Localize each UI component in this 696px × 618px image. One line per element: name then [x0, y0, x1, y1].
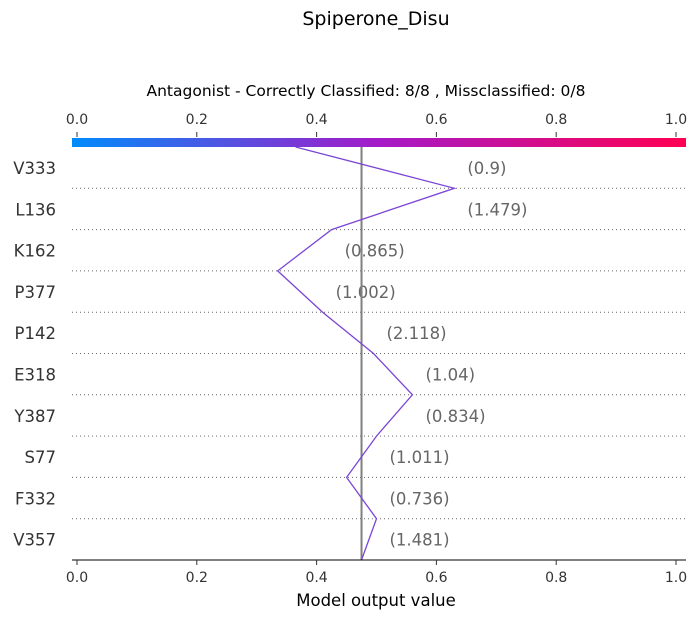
- value-labels: (0.9) (1.479) (0.865) (1.002) (2.118) (1.04) (…: [336, 159, 528, 550]
- top-tick-label: 0.0: [66, 112, 88, 128]
- feature-value-label: (1.479): [467, 200, 527, 219]
- x-tick-label: 0.4: [305, 570, 327, 586]
- feature-value-label: (0.736): [390, 489, 450, 508]
- top-tick-label: 0.2: [186, 112, 208, 128]
- feature-name: L136: [15, 200, 56, 219]
- feature-value-label: (1.002): [336, 283, 396, 302]
- feature-value-label: (2.118): [387, 324, 447, 343]
- feature-value-label: (0.865): [345, 242, 405, 261]
- top-tick-label: 0.4: [305, 112, 327, 128]
- x-tick-label: 0.2: [186, 570, 208, 586]
- feature-name: Y387: [13, 407, 56, 426]
- colorbar: [72, 138, 686, 147]
- feature-name: V333: [13, 159, 56, 178]
- x-tick-label: 0.8: [545, 570, 567, 586]
- feature-value-label: (1.011): [390, 448, 450, 467]
- feature-name: E318: [14, 366, 56, 385]
- feature-value-label: (1.481): [390, 531, 450, 550]
- feature-name: S77: [25, 448, 56, 467]
- chart-title: Spiperone_Disu: [302, 8, 449, 30]
- top-tick-label: 0.6: [425, 112, 447, 128]
- decision-path-line: [276, 146, 457, 561]
- feature-labels: V333 L136 K162 P377 P142 E318 Y387 S77 F332 V357: [13, 159, 56, 550]
- row-gridlines: [72, 187, 686, 520]
- feature-value-label: (1.04): [425, 366, 475, 385]
- feature-name: V357: [13, 531, 56, 550]
- feature-name: K162: [14, 242, 56, 261]
- top-tick-label: 1.0: [665, 112, 687, 128]
- feature-name: F332: [15, 489, 56, 508]
- x-tick-label: 0.0: [66, 570, 88, 586]
- feature-value-label: (0.834): [425, 407, 485, 426]
- feature-name: P142: [15, 324, 56, 343]
- x-axis: 0.0 0.2 0.4 0.6 0.8 1.0: [66, 560, 687, 586]
- top-tick-label: 0.8: [545, 112, 567, 128]
- feature-value-label: (0.9): [467, 159, 506, 178]
- feature-name: P377: [15, 283, 56, 302]
- x-tick-label: 0.6: [425, 570, 447, 586]
- top-axis: 0.0 0.2 0.4 0.6 0.8 1.0: [66, 112, 687, 137]
- chart-subtitle: Antagonist - Correctly Classified: 8/8 ,…: [147, 82, 586, 100]
- x-axis-label: Model output value: [296, 591, 456, 610]
- x-tick-label: 1.0: [665, 570, 687, 586]
